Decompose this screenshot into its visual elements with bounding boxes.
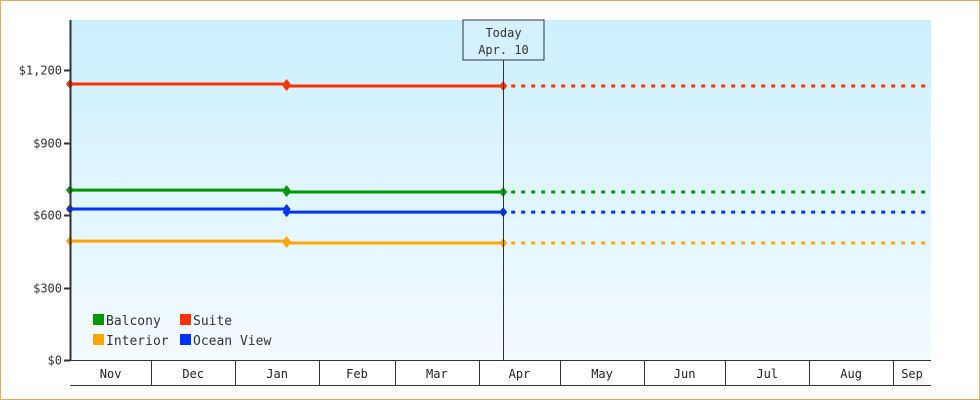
- today-label: Today: [485, 26, 521, 40]
- legend-swatch: [93, 314, 104, 325]
- x-tick-label-dec: Dec: [182, 367, 204, 381]
- data-point[interactable]: [282, 238, 291, 249]
- x-tick-label-may: May: [591, 367, 613, 381]
- x-tick-label-sep: Sep: [901, 367, 923, 381]
- legend: Balcony Suite Interior Ocean View: [93, 314, 271, 349]
- legend-label: Balcony: [106, 314, 161, 329]
- data-point[interactable]: [282, 187, 291, 198]
- data-point[interactable]: [282, 207, 291, 218]
- legend-item-suite[interactable]: Suite: [180, 314, 232, 329]
- x-tick-label-jan: Jan: [266, 367, 288, 381]
- x-tick-label-nov: Nov: [100, 367, 122, 381]
- series-balcony: [66, 185, 931, 198]
- x-axis: Nov Dec Jan Feb Mar Apr May Jun Jul Aug Sep: [70, 360, 931, 386]
- legend-label: Interior: [106, 334, 169, 349]
- data-point[interactable]: [282, 80, 291, 91]
- y-tick-label: $0: [48, 354, 62, 368]
- legend-item-interior[interactable]: Interior: [93, 334, 169, 349]
- y-tick-label: $900: [33, 137, 62, 151]
- today-box: [462, 19, 545, 61]
- y-tick-label: $600: [33, 209, 62, 223]
- y-tick-label: $1,200: [19, 64, 62, 78]
- today-date: Apr. 10: [478, 43, 529, 57]
- legend-swatch: [180, 314, 191, 325]
- today-marker: Today Apr. 10: [462, 19, 545, 360]
- x-tick-label-feb: Feb: [346, 367, 368, 381]
- legend-item-balcony[interactable]: Balcony: [93, 314, 161, 329]
- x-tick-label-apr: Apr: [509, 367, 531, 381]
- legend-item-ocean-view[interactable]: Ocean View: [180, 334, 271, 349]
- series-layer: [66, 79, 931, 249]
- legend-label: Suite: [193, 314, 232, 329]
- x-tick-label-aug: Aug: [840, 367, 862, 381]
- legend-swatch: [93, 334, 104, 345]
- x-tick-label-jul: Jul: [756, 367, 778, 381]
- x-tick-label-mar: Mar: [426, 367, 448, 381]
- y-tick-label: $300: [33, 282, 62, 296]
- legend-label: Ocean View: [193, 334, 271, 349]
- series-interior: [66, 236, 931, 249]
- y-ticks: $0 $300 $600 $900 $1,200: [19, 64, 70, 368]
- series-suite: [66, 79, 931, 91]
- legend-swatch: [180, 334, 191, 345]
- x-tick-label-jun: Jun: [674, 367, 696, 381]
